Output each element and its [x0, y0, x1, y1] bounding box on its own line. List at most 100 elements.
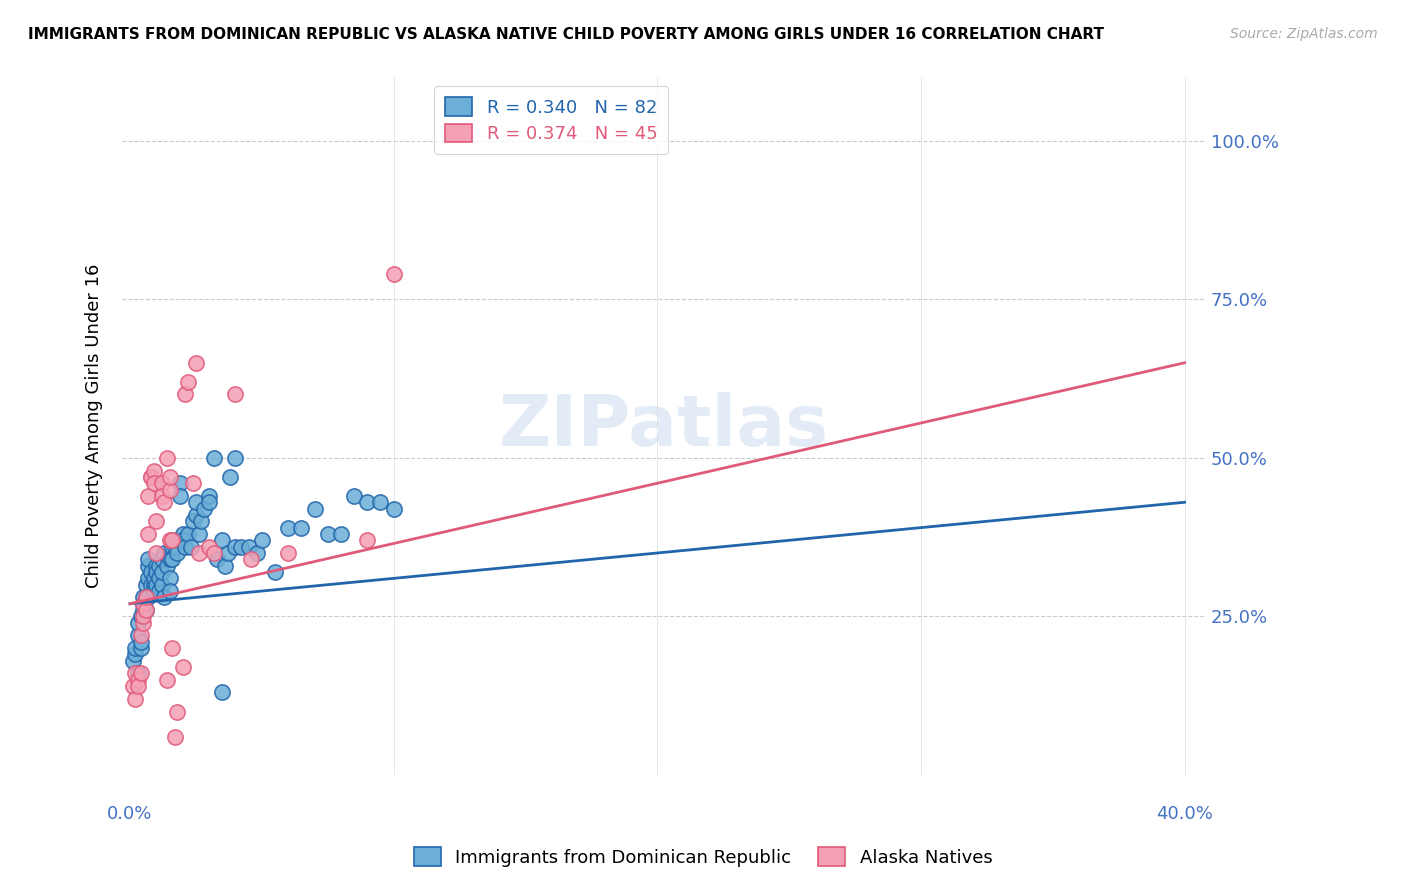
Point — [138, 558, 160, 573]
Point — [150, 577, 173, 591]
Point — [135, 603, 157, 617]
Point — [124, 666, 146, 681]
Point — [142, 584, 165, 599]
Point — [124, 648, 146, 662]
Point — [205, 552, 228, 566]
Point — [156, 673, 179, 687]
Point — [160, 540, 183, 554]
Point — [150, 476, 173, 491]
Point — [129, 634, 152, 648]
Point — [160, 641, 183, 656]
Point — [181, 476, 204, 491]
Point — [121, 654, 143, 668]
Point — [132, 597, 155, 611]
Point — [142, 476, 165, 491]
Point — [135, 591, 157, 605]
Text: 40.0%: 40.0% — [1156, 805, 1213, 823]
Text: IMMIGRANTS FROM DOMINICAN REPUBLIC VS ALASKA NATIVE CHILD POVERTY AMONG GIRLS UN: IMMIGRANTS FROM DOMINICAN REPUBLIC VS AL… — [28, 27, 1104, 42]
Point — [135, 591, 157, 605]
Point — [145, 558, 167, 573]
Point — [159, 533, 181, 548]
Point — [153, 591, 176, 605]
Point — [138, 591, 160, 605]
Point — [159, 552, 181, 566]
Point — [121, 679, 143, 693]
Point — [316, 527, 339, 541]
Point — [132, 609, 155, 624]
Point — [169, 476, 191, 491]
Point — [135, 577, 157, 591]
Point — [238, 540, 260, 554]
Point — [159, 584, 181, 599]
Point — [139, 470, 162, 484]
Point — [124, 641, 146, 656]
Point — [382, 501, 405, 516]
Point — [148, 558, 170, 573]
Point — [159, 483, 181, 497]
Text: Source: ZipAtlas.com: Source: ZipAtlas.com — [1230, 27, 1378, 41]
Point — [153, 495, 176, 509]
Point — [139, 565, 162, 579]
Point — [224, 387, 246, 401]
Point — [245, 546, 267, 560]
Point — [148, 584, 170, 599]
Point — [138, 527, 160, 541]
Point — [174, 387, 197, 401]
Point — [132, 615, 155, 630]
Legend: Immigrants from Dominican Republic, Alaska Natives: Immigrants from Dominican Republic, Alas… — [406, 840, 1000, 874]
Point — [184, 508, 207, 522]
Point — [356, 533, 378, 548]
Point — [138, 571, 160, 585]
Point — [370, 495, 392, 509]
Point — [181, 514, 204, 528]
Point — [198, 540, 221, 554]
Point — [142, 464, 165, 478]
Point — [217, 546, 239, 560]
Point — [193, 501, 215, 516]
Point — [356, 495, 378, 509]
Point — [202, 450, 225, 465]
Legend: R = 0.340   N = 82, R = 0.374   N = 45: R = 0.340 N = 82, R = 0.374 N = 45 — [434, 87, 668, 154]
Point — [132, 597, 155, 611]
Point — [129, 666, 152, 681]
Point — [264, 565, 287, 579]
Point — [180, 540, 202, 554]
Point — [156, 450, 179, 465]
Point — [166, 546, 188, 560]
Point — [145, 565, 167, 579]
Point — [142, 577, 165, 591]
Point — [211, 685, 233, 699]
Point — [177, 527, 200, 541]
Point — [304, 501, 326, 516]
Point — [224, 540, 246, 554]
Text: 0.0%: 0.0% — [107, 805, 153, 823]
Point — [160, 533, 183, 548]
Point — [160, 552, 183, 566]
Point — [159, 571, 181, 585]
Point — [166, 533, 188, 548]
Point — [169, 489, 191, 503]
Point — [150, 565, 173, 579]
Point — [142, 571, 165, 585]
Point — [150, 552, 173, 566]
Point — [138, 489, 160, 503]
Point — [184, 495, 207, 509]
Point — [132, 603, 155, 617]
Point — [145, 546, 167, 560]
Point — [214, 558, 236, 573]
Point — [240, 552, 263, 566]
Point — [190, 514, 212, 528]
Point — [198, 489, 221, 503]
Point — [124, 691, 146, 706]
Point — [382, 267, 405, 281]
Point — [184, 356, 207, 370]
Point — [198, 495, 221, 509]
Text: ZIPatlas: ZIPatlas — [499, 392, 830, 460]
Point — [138, 552, 160, 566]
Point — [202, 546, 225, 560]
Point — [156, 558, 179, 573]
Point — [177, 375, 200, 389]
Point — [139, 470, 162, 484]
Point — [329, 527, 352, 541]
Point — [172, 660, 194, 674]
